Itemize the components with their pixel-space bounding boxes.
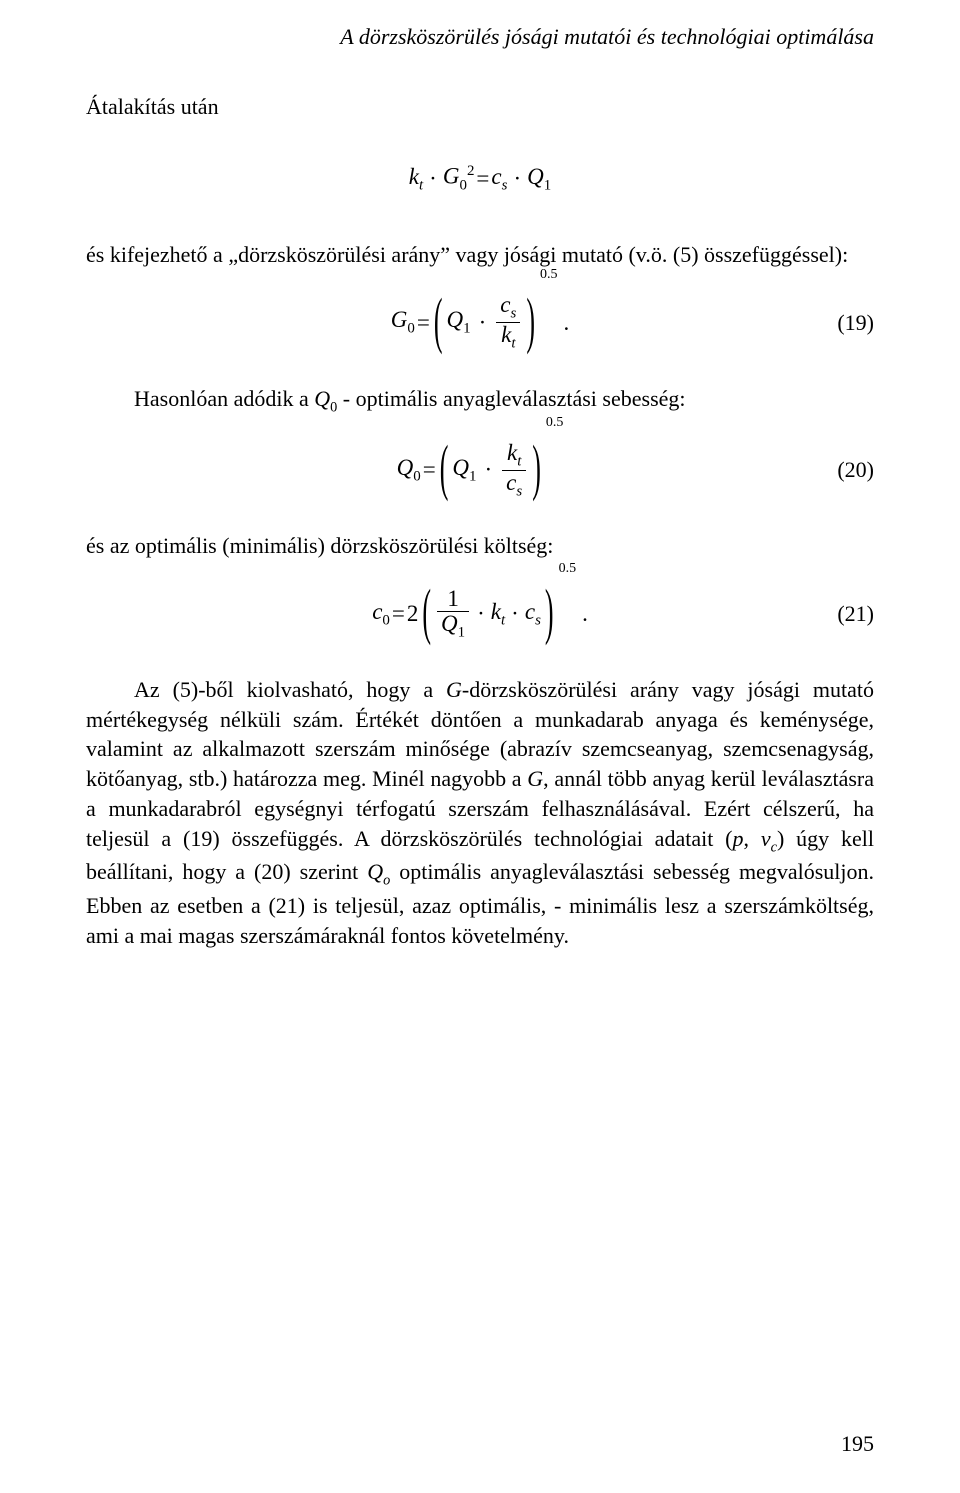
- fraction-cs-kt: cs kt: [496, 293, 520, 353]
- op-eq: =: [417, 310, 430, 336]
- sym-Q0: Q0: [397, 455, 421, 486]
- op-dot: ·: [429, 166, 437, 192]
- paragraph-1: és kifejezhető a „dörzsköszörülési arány…: [86, 240, 874, 270]
- equation-number-20: (20): [837, 457, 874, 483]
- op-dot: ·: [484, 457, 492, 483]
- exponent-05: 0.5: [546, 415, 564, 431]
- sym-kt: kt: [491, 599, 505, 630]
- sym-p: p: [732, 826, 743, 851]
- sym-G: G: [446, 677, 462, 702]
- op-eq: =: [392, 601, 405, 627]
- op-dot: ·: [511, 601, 519, 627]
- equation-19: G0 = ( Q1 · cs kt ) 0.5 . (19): [86, 288, 874, 358]
- equation-1: kt · G02 = cs · Q1: [86, 144, 874, 214]
- equation-number-21: (21): [837, 601, 874, 627]
- right-paren: ): [545, 577, 554, 649]
- op-eq: =: [476, 166, 489, 192]
- sym-Qo: Qo: [367, 859, 390, 884]
- sym-Q0: Q0: [314, 386, 337, 411]
- right-paren: ): [526, 286, 535, 358]
- right-paren: ): [532, 433, 541, 505]
- const-2: 2: [407, 601, 419, 627]
- text-run: Az (5)-ből kiolvasható, hogy a: [134, 677, 446, 702]
- period: .: [563, 310, 569, 336]
- exponent-05: 0.5: [559, 561, 577, 577]
- text-run: ,: [743, 826, 760, 851]
- left-paren: (: [434, 286, 443, 358]
- period: .: [582, 601, 588, 627]
- sym-vc: vc: [761, 826, 777, 851]
- para2-pre: Hasonlóan adódik a: [134, 386, 314, 411]
- op-eq: =: [423, 457, 436, 483]
- para2-post: - optimális anyagleválasztási sebesség:: [337, 386, 685, 411]
- fraction-1-Q1: 1 Q1: [437, 587, 469, 641]
- sym-Q: Q1: [527, 164, 551, 195]
- equation-number-19: (19): [837, 310, 874, 336]
- sym-c0: c0: [372, 599, 390, 630]
- paragraph-2: Hasonlóan adódik a Q0 - optimális anyagl…: [86, 384, 874, 418]
- sym-k: kt: [409, 164, 423, 195]
- sym-G: G02: [443, 163, 475, 194]
- op-dot: ·: [513, 166, 521, 192]
- sym-cs: cs: [525, 599, 541, 630]
- op-dot: ·: [477, 601, 485, 627]
- section-heading: Átalakítás után: [86, 94, 874, 120]
- sym-G: G: [527, 766, 543, 791]
- sym-c: cs: [491, 164, 507, 195]
- sym-Q1: Q1: [447, 307, 471, 338]
- exponent-05: 0.5: [540, 267, 558, 283]
- equation-21: c0 = 2 ( 1 Q1 · kt · cs ) 0.5 . (21): [86, 579, 874, 649]
- fraction-kt-cs: kt cs: [502, 441, 526, 501]
- sym-Q1: Q1: [452, 455, 476, 486]
- sym-G0: G0: [391, 307, 415, 338]
- page-number: 195: [841, 1431, 874, 1457]
- equation-20: Q0 = ( Q1 · kt cs ) 0.5 (20): [86, 435, 874, 505]
- main-paragraph: Az (5)-ből kiolvasható, hogy a G-dörzskö…: [86, 675, 874, 950]
- running-head: A dörzsköszörülés jósági mutatói és tech…: [86, 24, 874, 50]
- paragraph-3: és az optimális (minimális) dörzsköszörü…: [86, 531, 874, 561]
- left-paren: (: [422, 577, 431, 649]
- left-paren: (: [440, 433, 449, 505]
- op-dot: ·: [479, 310, 487, 336]
